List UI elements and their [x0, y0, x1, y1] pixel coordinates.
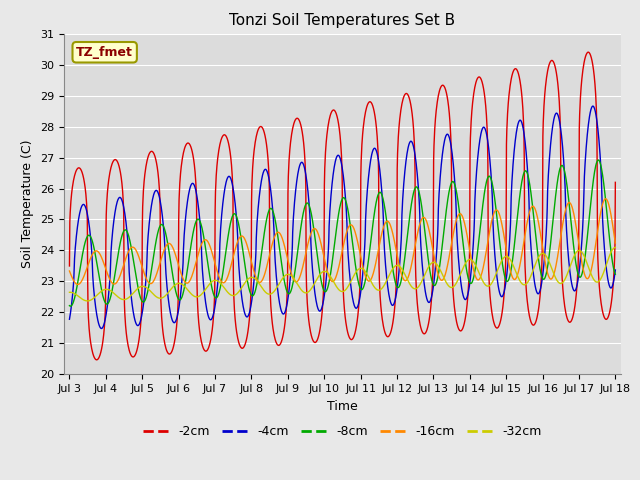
-16cm [319, 248, 326, 253]
-4cm [319, 302, 326, 308]
-8cm [319, 284, 326, 290]
-8cm [376, 190, 384, 195]
-2cm [93, 357, 100, 363]
-8cm [309, 219, 317, 225]
-16cm [66, 268, 74, 274]
Line: -4cm: -4cm [70, 106, 615, 328]
-4cm [589, 103, 596, 109]
-16cm [131, 245, 138, 251]
-16cm [602, 196, 609, 202]
-2cm [319, 304, 326, 310]
-16cm [309, 227, 317, 233]
Text: TZ_fmet: TZ_fmet [76, 46, 133, 59]
-2cm [131, 353, 138, 359]
-2cm [66, 263, 74, 269]
-16cm [74, 282, 82, 288]
-2cm [309, 337, 317, 343]
-16cm [108, 280, 116, 286]
-32cm [309, 284, 317, 289]
-8cm [595, 157, 602, 163]
-32cm [83, 298, 91, 304]
-4cm [376, 173, 384, 179]
Line: -8cm: -8cm [70, 160, 615, 306]
-8cm [66, 303, 74, 309]
-8cm [108, 288, 116, 293]
-32cm [131, 289, 138, 295]
-2cm [376, 299, 384, 304]
-32cm [66, 289, 74, 295]
Line: -32cm: -32cm [70, 247, 615, 301]
-32cm [611, 244, 619, 250]
-32cm [298, 287, 305, 293]
-2cm [584, 49, 592, 55]
-2cm [108, 161, 116, 167]
Y-axis label: Soil Temperature (C): Soil Temperature (C) [22, 140, 35, 268]
-8cm [67, 303, 74, 309]
Line: -2cm: -2cm [70, 52, 615, 360]
-4cm [611, 267, 619, 273]
X-axis label: Time: Time [327, 400, 358, 413]
-8cm [611, 271, 619, 277]
-8cm [298, 221, 305, 227]
-4cm [131, 314, 138, 320]
-32cm [319, 269, 326, 275]
-2cm [611, 180, 619, 185]
-32cm [108, 289, 116, 295]
-2cm [298, 125, 305, 131]
-4cm [309, 270, 317, 276]
-16cm [376, 237, 384, 242]
-4cm [108, 235, 116, 240]
Legend: -2cm, -4cm, -8cm, -16cm, -32cm: -2cm, -4cm, -8cm, -16cm, -32cm [138, 420, 547, 443]
-4cm [98, 325, 106, 331]
-4cm [66, 316, 74, 322]
Line: -16cm: -16cm [70, 199, 615, 285]
-16cm [298, 269, 305, 275]
Title: Tonzi Soil Temperatures Set B: Tonzi Soil Temperatures Set B [229, 13, 456, 28]
-4cm [298, 159, 305, 165]
-8cm [131, 263, 138, 269]
-16cm [611, 240, 619, 246]
-32cm [376, 287, 384, 292]
